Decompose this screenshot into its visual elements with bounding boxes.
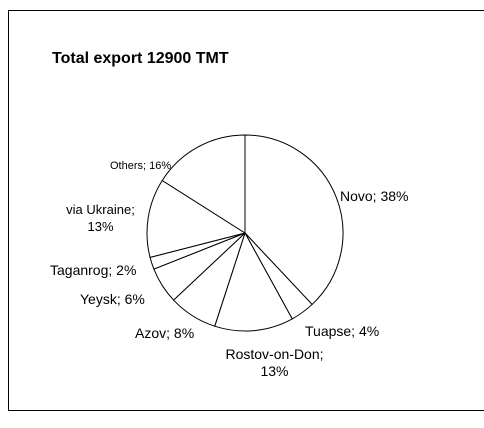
slice-label: Azov; 8%: [135, 325, 195, 341]
slice-label: Taganrog; 2%: [50, 262, 137, 278]
slice-label: Yeysk; 6%: [80, 291, 145, 307]
chart-title: Total export 12900 TMT: [52, 50, 229, 67]
pie-slice: [146, 179, 247, 258]
slice-label: Novo; 38%: [340, 188, 409, 204]
chart-frame: [8, 10, 484, 411]
pie-slice: [214, 231, 293, 332]
slice-label: Rostov-on-Don; 13%: [225, 346, 324, 379]
pie-slice: [244, 134, 344, 306]
slice-label: Tuapse; 4%: [305, 323, 380, 339]
pie-slice: [161, 134, 246, 234]
slice-label: Others; 16%: [110, 160, 172, 172]
slice-label: via Ukraine; 13%: [66, 202, 135, 234]
